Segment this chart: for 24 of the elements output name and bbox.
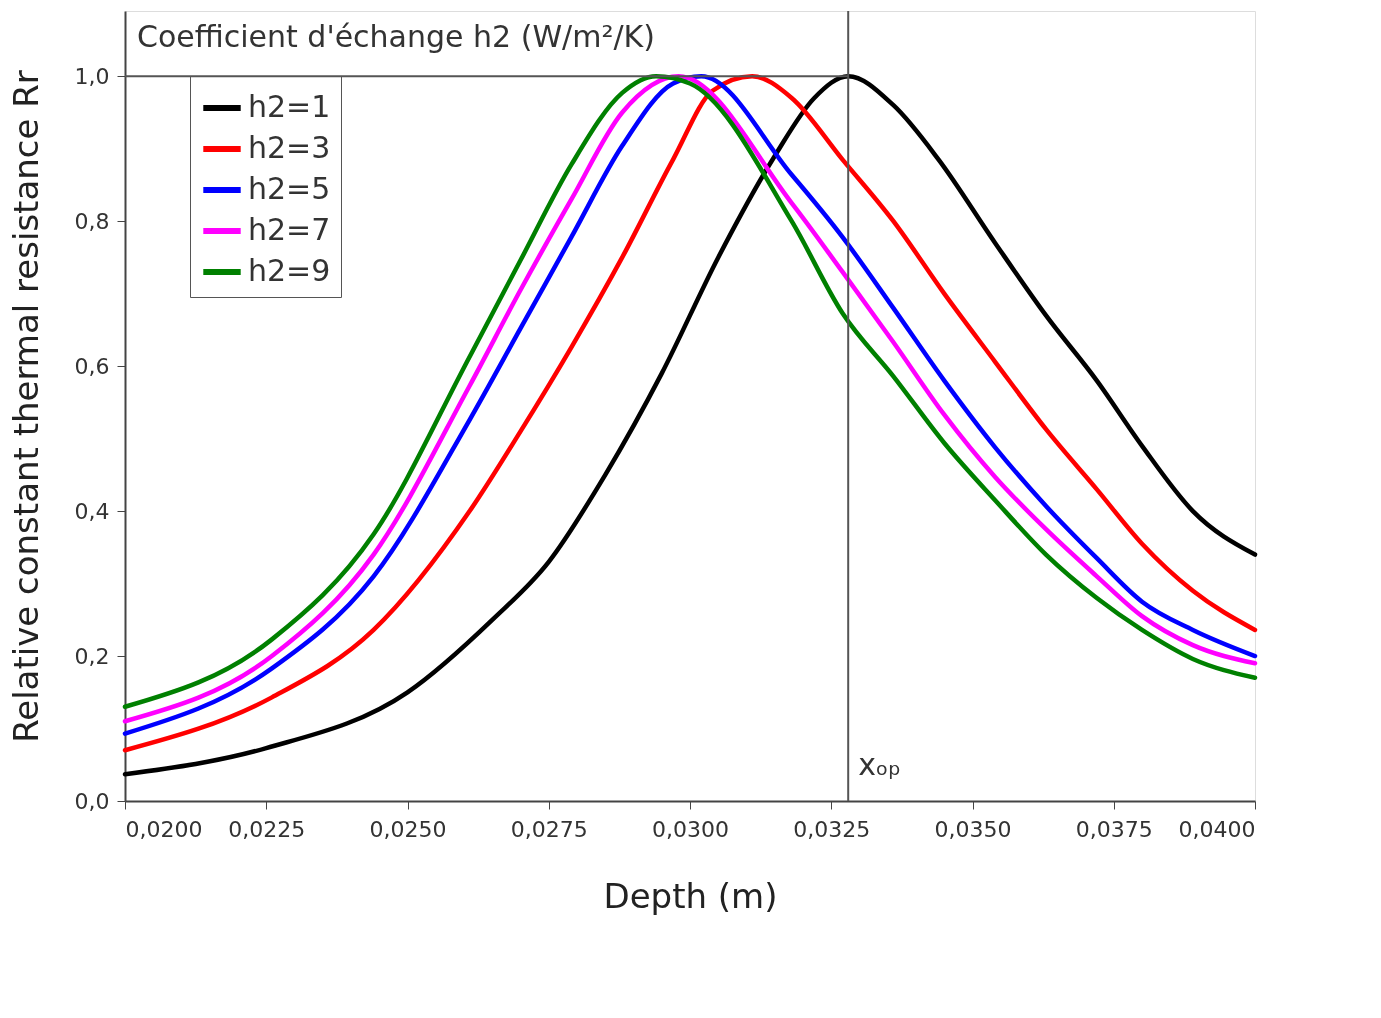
y-tick-label: 0,8 [74, 208, 110, 234]
x-axis-title: Depth (m) [603, 875, 778, 916]
legend-label: h2=3 [248, 130, 331, 165]
y-tick-label: 1,0 [74, 63, 110, 89]
y-axis-title: Relative constant thermal resistance Rr [5, 70, 46, 743]
legend-label: h2=9 [248, 253, 331, 288]
legend-label: h2=5 [248, 171, 331, 206]
x-tick-label: 0,0275 [510, 816, 588, 842]
ref-line-label: xₒₚ [858, 747, 902, 782]
x-tick-label: 0,0350 [934, 816, 1012, 842]
y-tick-label: 0,4 [74, 498, 110, 524]
legend-label: h2=7 [248, 212, 331, 247]
x-tick-label: 0,0325 [793, 816, 871, 842]
y-tick-label: 0,0 [74, 788, 110, 814]
legend-label: h2=1 [248, 89, 331, 124]
x-tick-label: 0,0250 [369, 816, 447, 842]
y-tick-label: 0,2 [74, 643, 110, 669]
x-tick-label: 0,0375 [1075, 816, 1153, 842]
x-tick-label: 0,0300 [652, 816, 729, 842]
x-tick-label: 0,0400 [1178, 816, 1256, 842]
x-tick-label: 0,0200 [125, 816, 203, 842]
y-tick-label: 0,6 [74, 353, 110, 379]
chart-title: Coefficient d'échange h2 (W/m²/K) [137, 19, 655, 54]
x-tick-label: 0,0225 [228, 816, 306, 842]
